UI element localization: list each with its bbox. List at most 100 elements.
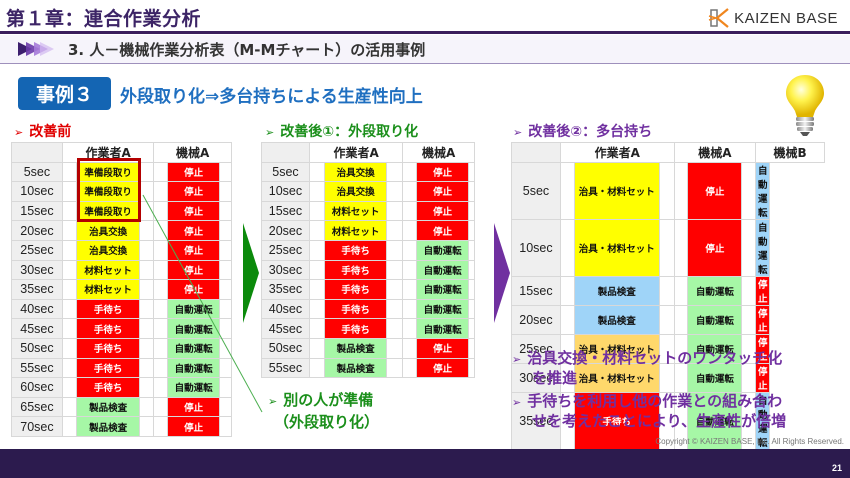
bullet-arrow-icon: ➢ [512, 396, 522, 409]
bullet-arrow-icon: ➢ [512, 353, 522, 366]
copyright-text: Copyright © KAIZEN BASE, Inc. All Rights… [655, 437, 844, 446]
spacer-cell [658, 275, 675, 306]
spacer-cell [153, 357, 169, 379]
header-divider [0, 31, 850, 34]
spacer-cell [308, 279, 325, 300]
time-cell: 50sec [11, 337, 63, 359]
spacer-cell [139, 318, 155, 339]
table-row: 5sec 準備段取り 停止 [11, 161, 232, 183]
time-cell: 30sec [11, 259, 63, 281]
spacer-cell [139, 337, 155, 359]
spacer-cell [308, 200, 325, 222]
machine-a-status: 停止 [168, 240, 219, 260]
machine-b-status: 停止 [756, 276, 770, 305]
spacer-cell [139, 259, 155, 281]
time-cell: 70sec [11, 416, 63, 437]
spacer-cell [139, 279, 155, 300]
spacer-cell [467, 279, 476, 300]
table-row: 50sec 手待ち 自動運転 [11, 337, 232, 359]
note-external-setup: ➢ 別の人が準備 （外段取り化） [268, 391, 380, 431]
spacer-cell [386, 161, 404, 183]
machine-a-status: 自動運転 [168, 358, 219, 378]
spacer-cell [219, 161, 232, 183]
machine-a-cell: 自動運転 [416, 279, 469, 300]
spacer-cell [386, 279, 404, 300]
machine-b-cell: 停止 [755, 304, 771, 335]
spacer-cell [402, 259, 418, 281]
transition-arrow-purple-icon [494, 223, 510, 327]
spacer-cell [139, 396, 155, 418]
spacer-cell [219, 239, 232, 261]
worker-a-cell: 製品検査 [75, 396, 141, 418]
worker-a-status: 製品検査 [324, 338, 387, 358]
logo-mark-icon [708, 8, 729, 28]
spacer-cell [673, 161, 689, 220]
header-machine-a: 機械A [153, 142, 232, 163]
kaizen-base-logo: KAIZEN BASE [708, 8, 838, 28]
spacer-cell [673, 218, 689, 277]
worker-a-status: 材料セット [76, 260, 140, 280]
spacer-cell [139, 416, 155, 437]
spacer-cell [402, 200, 418, 222]
machine-b-cell: 停止 [755, 362, 771, 393]
spacer-cell [219, 416, 232, 437]
machine-a-status: 自動運転 [688, 334, 742, 363]
spacer-cell [741, 218, 757, 277]
machine-a-status: 停止 [168, 162, 219, 182]
machine-a-cell: 停止 [167, 396, 220, 418]
machine-a-status: 停止 [168, 397, 219, 417]
worker-a-status: 手待ち [76, 378, 140, 397]
worker-a-status: 治具・材料セット [574, 219, 659, 276]
worker-a-status: 手待ち [76, 319, 140, 338]
machine-a-cell: 停止 [167, 259, 220, 281]
worker-a-status: 材料セット [324, 201, 387, 221]
table-row: 30sec 手待ち 自動運転 [261, 259, 476, 281]
worker-a-status: 治具交換 [76, 221, 140, 240]
machine-a-cell: 停止 [416, 357, 469, 379]
machine-a-cell: 自動運転 [416, 259, 469, 281]
spacer-cell [153, 416, 169, 437]
time-cell: 35sec [261, 279, 310, 300]
spacer-cell [61, 377, 77, 398]
label-after1: ➢ 改善後①：外段取り化 [265, 124, 419, 140]
spacer-cell [153, 200, 169, 222]
spacer-cell [386, 239, 404, 261]
spacer-cell [658, 304, 675, 335]
spacer-cell [139, 200, 155, 222]
spacer-cell [153, 279, 169, 300]
table-row: 55sec 手待ち 自動運転 [11, 357, 232, 379]
machine-a-status: 停止 [168, 221, 219, 240]
time-cell: 25sec [511, 333, 561, 364]
worker-a-status: 準備段取り [76, 162, 140, 182]
table-row: 65sec 製品検査 停止 [11, 396, 232, 418]
spacer-cell [219, 259, 232, 281]
time-cell: 5sec [261, 161, 310, 183]
spacer-cell [61, 259, 77, 281]
machine-a-status: 自動運転 [417, 280, 468, 299]
worker-a-cell: 治具・材料セット [573, 333, 660, 364]
worker-a-status: 手待ち [324, 299, 387, 319]
table-row: 10sec 治具交換 停止 [261, 181, 476, 202]
worker-a-status: 製品検査 [76, 397, 140, 417]
machine-a-status: 自動運転 [688, 363, 742, 392]
time-cell: 15sec [511, 275, 561, 306]
spacer-cell [61, 220, 77, 241]
worker-a-cell: 手待ち [323, 239, 388, 261]
machine-a-status: 停止 [417, 162, 468, 182]
table-row: 20sec 製品検査 自動運転 停止 [511, 304, 825, 335]
spacer-cell [386, 318, 404, 339]
time-cell: 5sec [11, 161, 63, 183]
bullet-arrow-icon: ➢ [513, 126, 523, 139]
spacer-cell [467, 357, 476, 379]
worker-a-status: 治具交換 [76, 240, 140, 260]
worker-a-cell: 材料セット [323, 200, 388, 222]
time-cell: 10sec [511, 218, 561, 277]
spacer-cell [61, 318, 77, 339]
spacer-cell [139, 220, 155, 241]
header-machine-b: 機械B [755, 142, 825, 163]
machine-a-cell: 自動運転 [687, 304, 743, 335]
machine-a-cell: 停止 [167, 239, 220, 261]
spacer-cell [139, 377, 155, 398]
machine-a-status: 自動運転 [688, 392, 742, 449]
machine-a-cell: 自動運転 [687, 391, 743, 450]
